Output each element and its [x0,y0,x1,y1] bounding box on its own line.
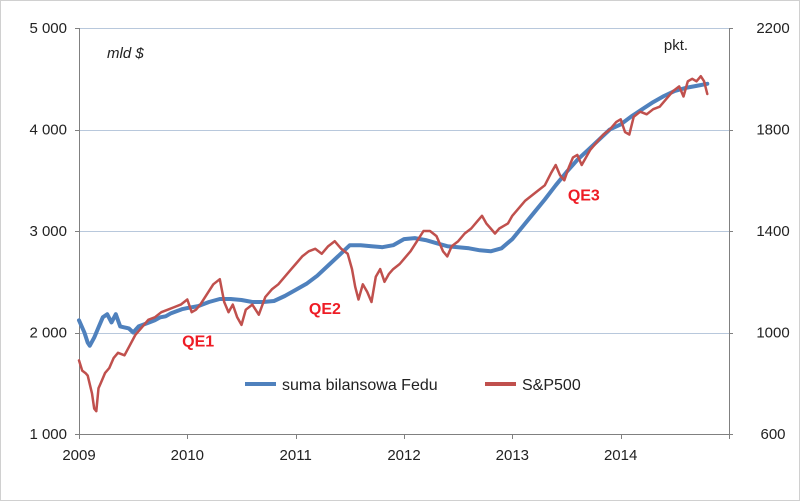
left-tick-label: 1 000 [29,426,67,443]
right-tick-label: 2200 [756,20,789,37]
x-tick-label: 2012 [387,447,420,464]
x-tick-label: 2009 [62,447,95,464]
x-tick-label: 2014 [604,447,637,464]
left-tick-label: 2 000 [29,325,67,342]
legend: suma bilansowa Fedu S&P500 [245,377,581,394]
left-tick-label: 5 000 [29,20,67,37]
annotation-qe1: QE1 [182,334,214,351]
right-tick-label: 1400 [756,223,789,240]
right-tick-label: 600 [760,426,785,443]
x-tick-label: 2013 [496,447,529,464]
right-tick-label: 1000 [756,325,789,342]
series-lines [77,74,710,413]
x-tick-label: 2010 [171,447,204,464]
annotations: QE1 QE2 QE3 [182,188,600,351]
legend-label-fed: suma bilansowa Fedu [282,377,438,394]
left-axis-unit: mld $ [107,45,144,62]
x-tick-label: 2011 [280,447,312,464]
annotation-qe3: QE3 [568,188,600,205]
series-line-sp500 [77,74,709,413]
right-tick-label: 1800 [756,122,789,139]
left-tick-label: 4 000 [29,122,67,139]
axes [75,28,733,439]
tick-labels: 1 000 2 000 3 000 4 000 5 000 600 1000 1400 1800… [29,20,789,464]
left-tick-label: 3 000 [29,223,67,240]
legend-label-sp500: S&P500 [522,377,581,394]
annotation-qe2: QE2 [309,301,341,318]
right-axis-unit: pkt. [664,37,688,54]
